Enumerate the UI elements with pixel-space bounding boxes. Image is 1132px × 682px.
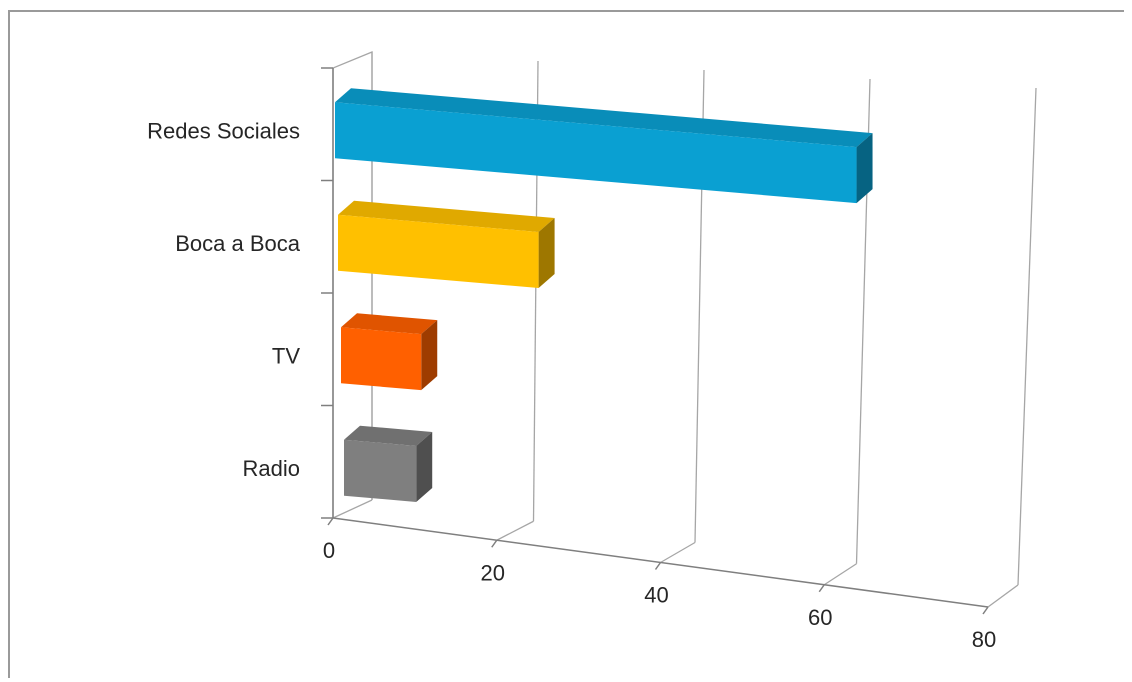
gridline (987, 584, 1019, 608)
category-label: Boca a Boca (175, 231, 301, 256)
bar-side-face (421, 320, 438, 391)
bar-front-face (344, 439, 417, 502)
bar-radio (344, 425, 433, 502)
bar-top-face (341, 313, 438, 335)
category-label: Radio (243, 456, 300, 481)
bars (335, 88, 873, 502)
bar-front-face (341, 327, 422, 391)
category-label: Redes Sociales (147, 118, 300, 143)
labels: 0 20 40 60 80 Redes Sociales Boca a Boca TV Radi… (147, 118, 996, 652)
gridline (332, 499, 373, 519)
value-tick (982, 606, 989, 615)
category-label: TV (272, 343, 300, 368)
value-tick (818, 584, 825, 593)
bar-side-face (416, 431, 433, 502)
tick-label: 80 (972, 627, 996, 652)
bar-side-face (538, 217, 555, 288)
bar-top-face (335, 88, 873, 148)
value-tick (491, 539, 498, 548)
bar-side-face (856, 133, 873, 204)
bar-front-face (335, 102, 857, 204)
tick-label: 0 (323, 538, 335, 563)
value-tick (327, 517, 334, 526)
bar-top-face (338, 200, 555, 232)
bar-redes-sociales (335, 88, 873, 204)
gridline (660, 541, 696, 564)
value-tick (654, 562, 662, 570)
gridline (496, 520, 534, 541)
bar-boca-a-boca (338, 200, 555, 288)
gridline (823, 563, 857, 586)
gridline (1017, 87, 1037, 586)
tick-label: 20 (481, 560, 505, 585)
bar-tv (341, 313, 438, 391)
tick-label: 40 (644, 583, 668, 608)
chart-axes (321, 51, 989, 615)
tick-label: 60 (808, 605, 832, 630)
bar-top-face (344, 425, 433, 446)
bar-front-face (338, 214, 539, 288)
